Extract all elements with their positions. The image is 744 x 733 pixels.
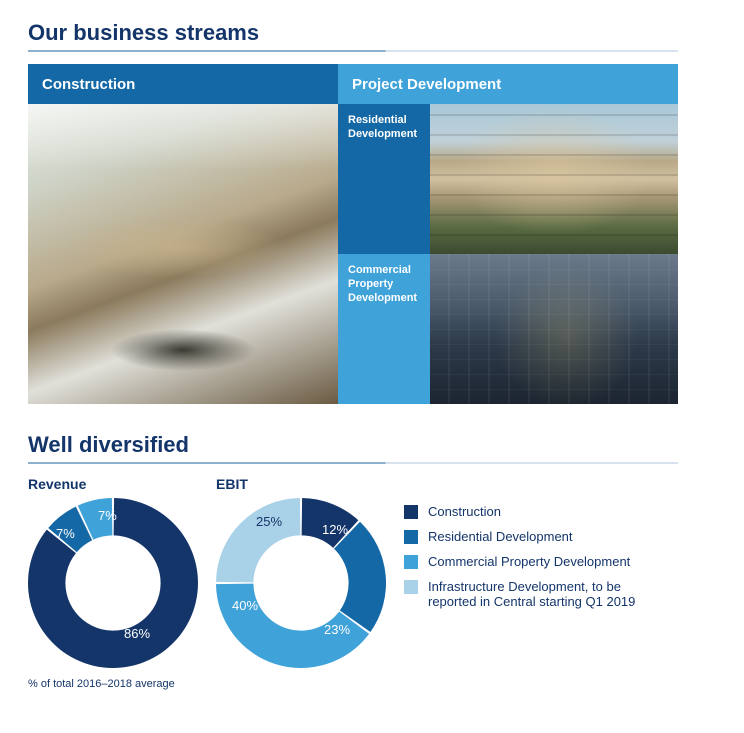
legend-swatch xyxy=(404,505,418,519)
chart-revenue: Revenue 86% 7% 7% xyxy=(28,476,198,668)
donut-label: 7% xyxy=(98,508,117,523)
donut-label: 25% xyxy=(256,514,282,529)
donut-label: 23% xyxy=(324,622,350,637)
image-construction xyxy=(28,104,338,404)
legend-label: Commercial Property Development xyxy=(428,554,630,569)
donut-revenue: 86% 7% 7% xyxy=(28,498,198,668)
legend-swatch xyxy=(404,530,418,544)
section-title-streams: Our business streams xyxy=(28,20,716,46)
image-residential xyxy=(430,104,678,254)
legend-label: Residential Development xyxy=(428,529,573,544)
donut-slice xyxy=(216,498,300,582)
legend-label: Infrastructure Development, to be report… xyxy=(428,579,664,609)
legend-item: Construction xyxy=(404,504,664,519)
donut-ebit: 12% 23% 40% 25% xyxy=(216,498,386,668)
column-project-development: Project Development Residential Developm… xyxy=(338,64,678,404)
legend: Construction Residential Development Comme… xyxy=(404,504,664,619)
chart-title-revenue: Revenue xyxy=(28,476,198,492)
legend-item: Commercial Property Development xyxy=(404,554,664,569)
rule-streams xyxy=(28,50,678,52)
column-construction: Construction xyxy=(28,64,338,404)
streams-grid: Construction Project Development Residen… xyxy=(28,64,678,404)
chart-ebit: EBIT 12% 23% 40% 25% xyxy=(216,476,386,668)
legend-swatch xyxy=(404,580,418,594)
legend-item: Infrastructure Development, to be report… xyxy=(404,579,664,609)
diversified-section: Well diversified Revenue 86% 7% 7% EBIT 12… xyxy=(28,432,718,690)
legend-label: Construction xyxy=(428,504,501,519)
donut-label: 86% xyxy=(124,626,150,641)
legend-item: Residential Development xyxy=(404,529,664,544)
rule-diversified xyxy=(28,462,678,464)
section-title-diversified: Well diversified xyxy=(28,432,718,458)
label-residential: Residential Development xyxy=(338,104,430,254)
charts-row: Revenue 86% 7% 7% EBIT 12% 23% 40% 25% Constr… xyxy=(28,476,718,668)
donut-label: 40% xyxy=(232,598,258,613)
image-commercial xyxy=(430,254,678,404)
header-construction: Construction xyxy=(28,64,338,104)
legend-swatch xyxy=(404,555,418,569)
chart-title-ebit: EBIT xyxy=(216,476,386,492)
header-project-development: Project Development xyxy=(338,64,678,104)
donut-label: 12% xyxy=(322,522,348,537)
donut-label: 7% xyxy=(56,526,75,541)
footnote: % of total 2016–2018 average xyxy=(28,678,718,690)
label-commercial: Commercial Property Development xyxy=(338,254,430,404)
